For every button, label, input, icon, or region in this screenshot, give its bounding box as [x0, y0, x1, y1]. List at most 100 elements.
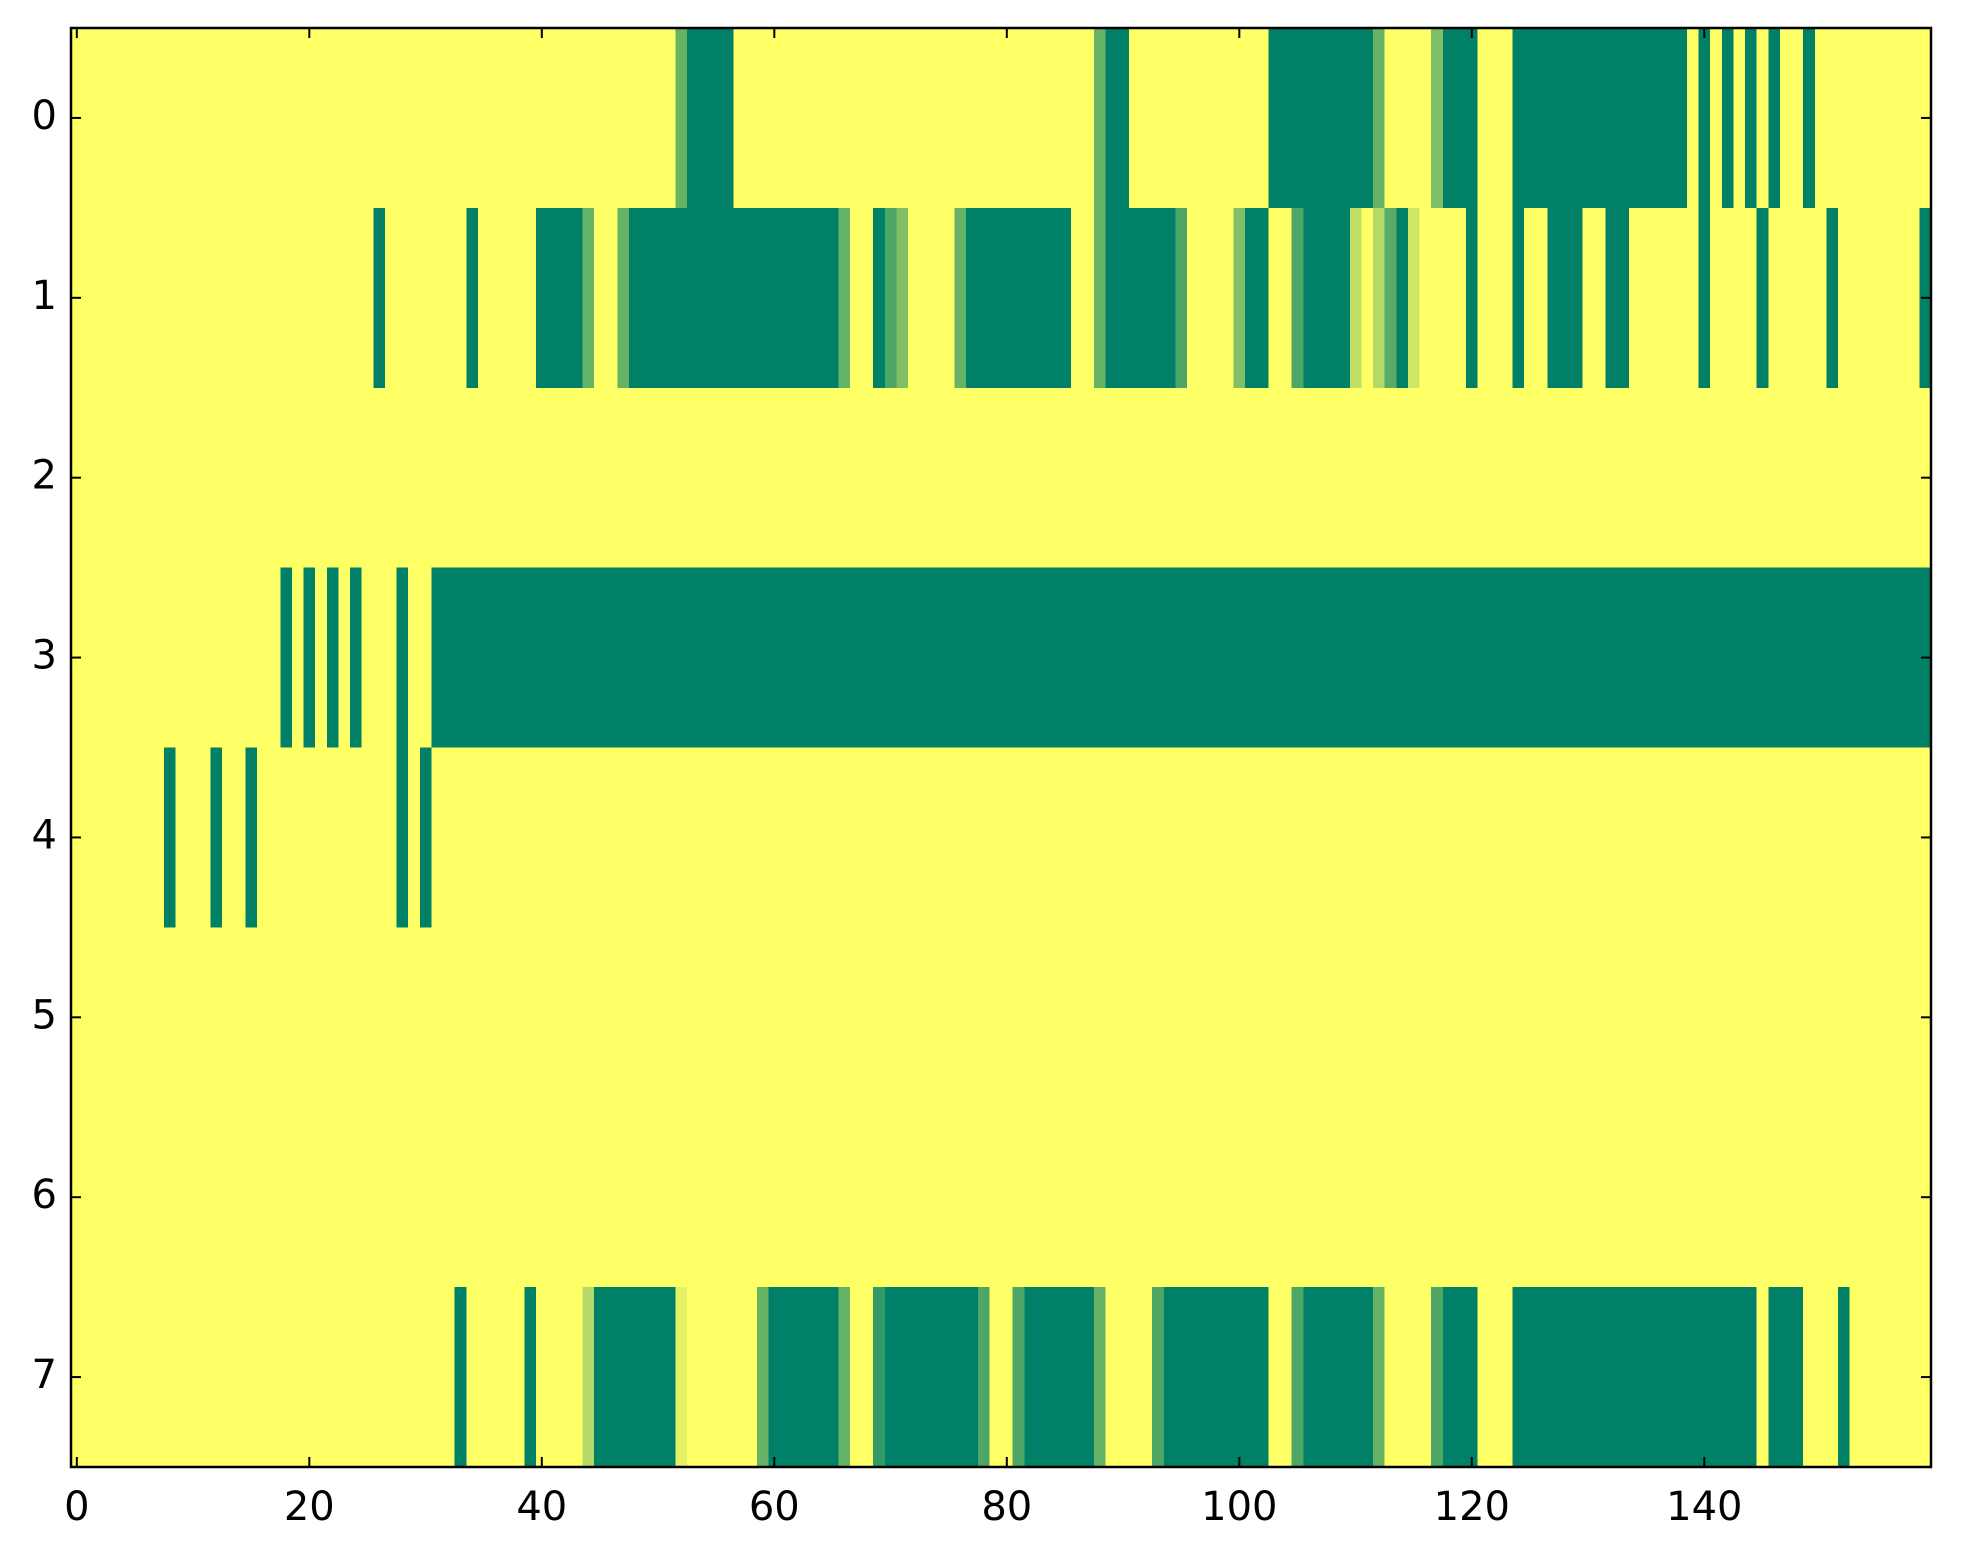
cell [780, 1287, 793, 1468]
cell [1698, 1287, 1711, 1468]
y-tick-label: 2 [32, 453, 57, 499]
cell [698, 387, 711, 569]
cell [1163, 28, 1176, 209]
cell [1791, 927, 1804, 1108]
cell [1396, 1107, 1409, 1288]
cell [1907, 1287, 1920, 1468]
cell [94, 567, 107, 749]
cell [1500, 28, 1514, 209]
cell [687, 567, 700, 749]
cell [1814, 1107, 1827, 1288]
cell [1407, 28, 1421, 209]
cell [524, 1107, 537, 1288]
cell [942, 927, 956, 1108]
cell [373, 747, 386, 928]
cell [1803, 567, 1816, 749]
cell [396, 207, 409, 389]
cell [187, 1107, 200, 1288]
cell [129, 387, 142, 569]
cell [1686, 1107, 1700, 1288]
cell [1256, 28, 1269, 209]
cell [1710, 927, 1723, 1108]
x-tick-label: 100 [1201, 1484, 1277, 1530]
cell [1652, 747, 1665, 928]
cell [1675, 207, 1688, 389]
cell [652, 567, 665, 749]
cell [315, 207, 328, 389]
cell [1733, 207, 1746, 389]
cell [489, 747, 502, 928]
cell [140, 747, 153, 928]
cell [1884, 747, 1897, 928]
cell [594, 1107, 607, 1288]
cell [849, 28, 863, 209]
cell [350, 387, 363, 569]
cell [384, 387, 398, 569]
cell [1593, 747, 1607, 928]
cell [1547, 567, 1560, 749]
cell [1291, 28, 1304, 209]
cell [1861, 1107, 1874, 1288]
cell [1082, 1287, 1095, 1468]
cell [1745, 207, 1758, 389]
cell [896, 1287, 909, 1468]
cell [1559, 1107, 1572, 1288]
cell [966, 207, 979, 389]
cell [942, 567, 956, 749]
cell [570, 747, 584, 928]
cell [233, 927, 246, 1108]
cell [1791, 747, 1804, 928]
cell [1268, 567, 1281, 749]
cell [477, 1107, 491, 1288]
cell [326, 28, 339, 209]
cell [1605, 1107, 1618, 1288]
cell [687, 207, 700, 389]
cell [1570, 927, 1583, 1108]
plot-frame [69, 26, 1933, 1469]
cell [1896, 927, 1909, 1108]
cell [1477, 1287, 1490, 1468]
cell [1152, 567, 1165, 749]
cell [861, 28, 874, 209]
cell [640, 567, 653, 749]
cell [373, 207, 386, 389]
cell [338, 207, 351, 389]
cell [361, 927, 374, 1108]
cell [605, 28, 618, 209]
cell [1663, 927, 1676, 1108]
cell [791, 387, 804, 569]
cell [640, 28, 653, 209]
cell [849, 1287, 863, 1468]
cell [466, 387, 479, 569]
cell [733, 207, 746, 389]
cell [1524, 567, 1537, 749]
cell [1547, 207, 1560, 389]
cell [1570, 28, 1583, 209]
cell [1872, 747, 1886, 928]
cell [803, 387, 816, 569]
cell [838, 387, 851, 569]
cell [1431, 28, 1444, 209]
cell [884, 747, 897, 928]
cell [617, 28, 630, 209]
cell [384, 28, 398, 209]
cell [1140, 1287, 1153, 1468]
cell [1861, 1287, 1874, 1468]
cell [373, 28, 386, 209]
cell [1489, 567, 1502, 749]
cell [1849, 387, 1862, 569]
cell [1326, 1107, 1339, 1288]
cell [966, 567, 979, 749]
cell [431, 1107, 444, 1288]
cell [1756, 387, 1769, 569]
cell [826, 207, 839, 389]
cell [1280, 567, 1293, 749]
cell [1419, 387, 1432, 569]
cell [1663, 747, 1676, 928]
cell [1814, 387, 1827, 569]
cell [1012, 747, 1025, 928]
cell [1105, 207, 1118, 389]
cell [512, 1107, 525, 1288]
cell [105, 927, 119, 1108]
cell [710, 927, 723, 1108]
